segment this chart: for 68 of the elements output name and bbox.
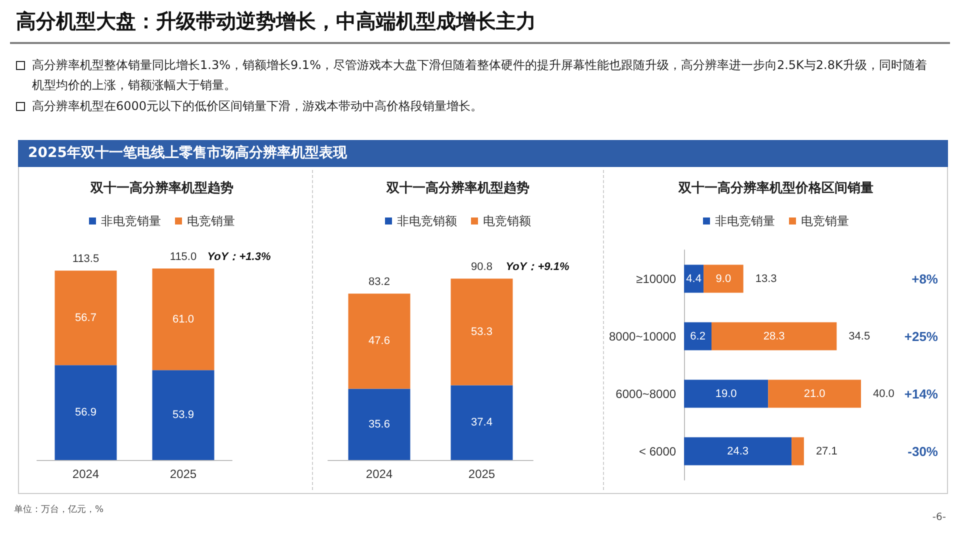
x-tick-label: 2025 <box>468 467 496 481</box>
total-label: 40.0 <box>873 388 894 400</box>
bar <box>704 264 744 293</box>
total-label: 83.2 <box>368 276 390 288</box>
total-label: 27.1 <box>816 445 838 458</box>
x-tick-label: 2024 <box>72 467 100 481</box>
total-label: 34.5 <box>848 330 870 342</box>
legend-label: 非电竞销量 <box>101 214 161 228</box>
chart-title: 双十一高分辨率机型趋势 <box>90 180 234 195</box>
bar <box>684 437 792 466</box>
text: +14% <box>904 386 938 402</box>
text: YoY：+1.3% <box>207 251 271 263</box>
bar <box>768 380 861 408</box>
text: -30% <box>908 444 938 459</box>
text: 高分辨率机型整体销量同比增长1.3%，销额增长9.1%，尽管游戏本大盘下滑但随着整体硬件的提升屏幕性能也跟随升级，高分辨率进一步向2.5K与2.8K升级，同时随着机型均价的上涨，销额涨幅大于销量。 <box>32 57 927 94</box>
bar <box>450 385 513 460</box>
legend-label: 非电竞销额 <box>397 214 457 228</box>
data-label: 53.9 <box>172 409 194 422</box>
y-tick-label: ≥10000 <box>636 272 676 286</box>
text: YoY：+9.1% <box>506 261 570 274</box>
bar <box>54 270 117 366</box>
total-label: 13.3 <box>755 272 777 285</box>
data-label: 35.6 <box>368 418 390 430</box>
bar <box>348 294 410 389</box>
data-label: 24.3 <box>727 445 749 458</box>
text: -6- <box>932 512 946 523</box>
x-tick-label: 2024 <box>366 467 393 481</box>
text: +8% <box>912 271 938 286</box>
data-label: 37.4 <box>471 416 492 429</box>
bar <box>684 322 712 350</box>
bar <box>792 437 804 466</box>
text: 2025年双十一笔电线上零售市场高分辨率机型表现 <box>18 140 948 167</box>
data-label: 4.4 <box>686 272 702 285</box>
text: 单位：万台，亿元，% <box>14 504 104 516</box>
y-tick-label: < 6000 <box>639 444 676 458</box>
legend-label: 电竞销量 <box>187 214 235 228</box>
data-label: 28.3 <box>763 330 785 342</box>
data-label: 6.2 <box>690 330 706 342</box>
text: +25% <box>904 328 938 344</box>
y-tick-label: 6000~8000 <box>616 386 676 401</box>
text: 高分辨率机型在6000元以下的低价区间销量下滑，游戏本带动中高价格段销量增长。 <box>32 98 484 115</box>
x-tick-label: 2025 <box>170 467 197 481</box>
data-label: 21.0 <box>804 388 826 400</box>
y-tick-label: 8000~10000 <box>608 329 676 344</box>
data-label: 56.9 <box>75 406 96 419</box>
total-label: 90.8 <box>471 261 492 274</box>
chart-title: 双十一高分辨率机型价格区间销量 <box>678 180 874 195</box>
bar <box>450 278 513 386</box>
data-label: 56.7 <box>75 312 96 324</box>
bar <box>684 264 704 293</box>
data-label: 53.3 <box>471 326 492 338</box>
bar <box>711 322 837 350</box>
data-label: 9.0 <box>716 272 732 285</box>
data-label: 47.6 <box>368 335 390 348</box>
legend-label: 非电竞销量 <box>715 214 775 228</box>
bar <box>684 380 768 408</box>
data-label: 19.0 <box>715 388 737 400</box>
bar <box>152 370 214 460</box>
total-label: 113.5 <box>72 253 100 266</box>
bar <box>152 268 214 370</box>
legend-label: 电竞销额 <box>483 214 531 228</box>
data-label: 61.0 <box>172 313 194 326</box>
bar <box>348 388 410 460</box>
legend-label: 电竞销量 <box>801 214 849 228</box>
total-label: 115.0 <box>170 251 197 263</box>
bar <box>54 365 117 460</box>
chart-title: 双十一高分辨率机型趋势 <box>386 180 530 195</box>
text: 高分机型大盘：升级带动逆势增长，中高端机型成增长主力 <box>16 8 536 35</box>
